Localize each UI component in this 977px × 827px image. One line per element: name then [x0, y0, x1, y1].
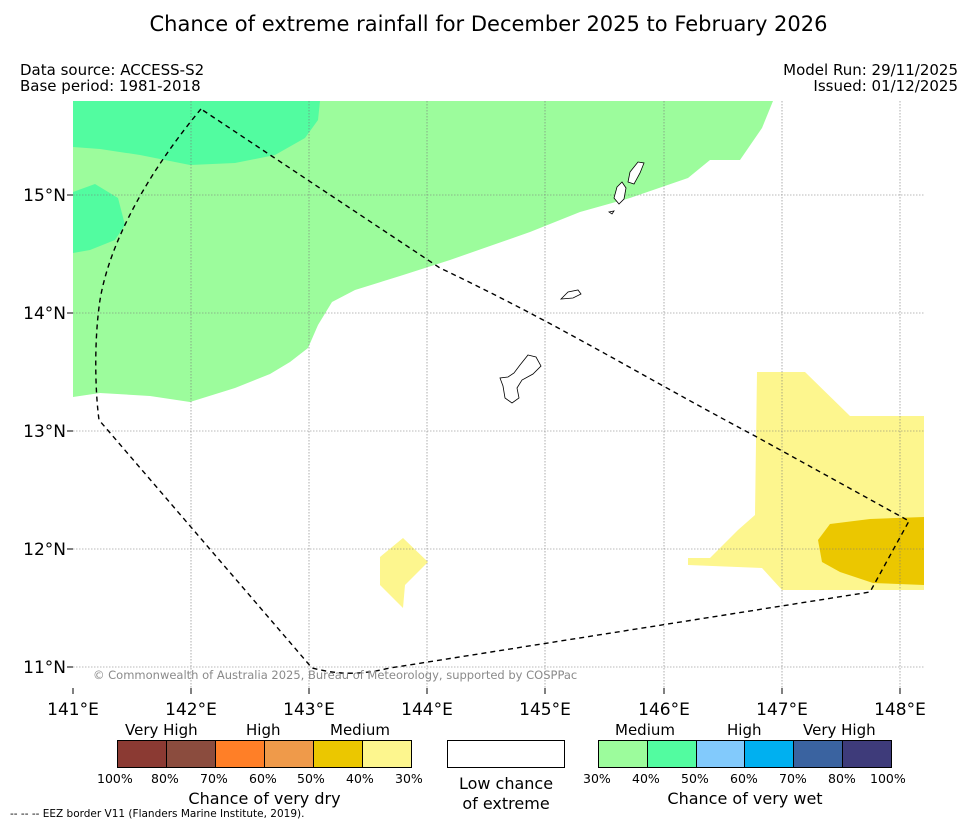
wet-tick: 40% — [632, 771, 660, 786]
data-source-label: Data source: ACCESS-S2 — [20, 61, 205, 79]
issued-label: Issued: 01/12/2025 — [813, 77, 958, 95]
dry-tick: 80% — [151, 771, 179, 786]
guam-island — [499, 354, 542, 404]
wet-swatch — [647, 741, 697, 767]
dry-category-high: High — [246, 721, 281, 739]
wet-category-very-high: Very High — [803, 721, 876, 739]
wet-category-medium: Medium — [615, 721, 675, 739]
graticule — [73, 101, 924, 688]
dry-swatch — [167, 741, 216, 767]
lon-label: 144°E — [401, 700, 453, 720]
lon-label: 141°E — [47, 700, 99, 720]
meta-right: Model Run: 29/11/2025 Issued: 01/12/2025 — [783, 62, 958, 94]
dry-colorbar — [117, 740, 412, 768]
wet-high-zone-west — [73, 184, 125, 253]
wet-swatch — [843, 741, 891, 767]
wet-swatch — [745, 741, 795, 767]
wet-swatch — [794, 741, 844, 767]
tinian-island — [613, 181, 627, 205]
base-period-label: Base period: 1981-2018 — [20, 77, 201, 95]
dry-tick: 30% — [395, 771, 423, 786]
lon-label: 146°E — [638, 700, 690, 720]
wet-tick: 50% — [681, 771, 709, 786]
dry-medium-zone-south — [380, 538, 428, 608]
wet-caption: Chance of very wet — [667, 789, 823, 808]
eez-footnote: -- -- -- EEZ border V11 (Flanders Marine… — [10, 808, 305, 820]
lon-label: 142°E — [165, 700, 217, 720]
lat-labels: 15°N 14°N 13°N 12°N 11°N — [23, 186, 66, 678]
dry-tick: 70% — [200, 771, 228, 786]
islands — [499, 161, 645, 404]
dry-swatch — [363, 741, 411, 767]
lon-label: 143°E — [283, 700, 335, 720]
dry-swatch — [216, 741, 265, 767]
lat-label: 15°N — [23, 186, 66, 206]
eez-border — [95, 108, 910, 674]
meta-left: Data source: ACCESS-S2 Base period: 1981… — [20, 62, 204, 94]
model-run-label: Model Run: 29/11/2025 — [783, 61, 958, 79]
wet-tick: 100% — [870, 771, 906, 786]
saipan-island — [627, 161, 645, 185]
wet-tick: 30% — [583, 771, 611, 786]
copyright-notice: © Commonwealth of Australia 2025, Bureau… — [93, 668, 578, 682]
dry-medium-high-zone — [818, 517, 924, 585]
wet-high-zone-north — [73, 101, 320, 165]
lat-label: 14°N — [23, 304, 66, 324]
wet-swatch — [696, 741, 746, 767]
wet-swatch — [599, 741, 648, 767]
dry-tick: 100% — [97, 771, 133, 786]
wet-tick: 80% — [828, 771, 856, 786]
dry-swatch — [118, 741, 167, 767]
low-chance-line2: of extreme — [462, 794, 550, 813]
dry-swatch — [265, 741, 314, 767]
lon-label: 147°E — [756, 700, 808, 720]
low-chance-caption: Low chance of extreme — [440, 774, 572, 814]
wet-tick: 60% — [730, 771, 758, 786]
lat-label: 11°N — [23, 658, 66, 678]
wet-colorbar — [598, 740, 892, 768]
dry-category-very-high: Very High — [125, 721, 198, 739]
lat-label: 13°N — [23, 422, 66, 442]
dry-category-medium: Medium — [330, 721, 390, 739]
dry-tick: 60% — [249, 771, 277, 786]
map-plot-area — [73, 101, 924, 688]
dry-swatch — [314, 741, 363, 767]
aguijan-island — [607, 210, 615, 215]
axis-ticks — [67, 194, 901, 694]
low-chance-swatch — [447, 740, 565, 768]
dry-tick: 50% — [297, 771, 325, 786]
low-chance-line1: Low chance — [458, 774, 554, 793]
map-title: Chance of extreme rainfall for December … — [149, 12, 828, 36]
lon-label: 148°E — [874, 700, 926, 720]
lon-labels: 141°E 142°E 143°E 144°E 145°E 146°E 147°… — [47, 700, 926, 720]
wet-category-high: High — [727, 721, 762, 739]
wet-tick: 70% — [779, 771, 807, 786]
dry-caption: Chance of very dry — [188, 789, 341, 808]
lat-label: 12°N — [23, 540, 66, 560]
wet-medium-zone — [73, 101, 773, 402]
dry-tick: 40% — [346, 771, 374, 786]
lon-label: 145°E — [519, 700, 571, 720]
rota-island — [559, 289, 582, 300]
